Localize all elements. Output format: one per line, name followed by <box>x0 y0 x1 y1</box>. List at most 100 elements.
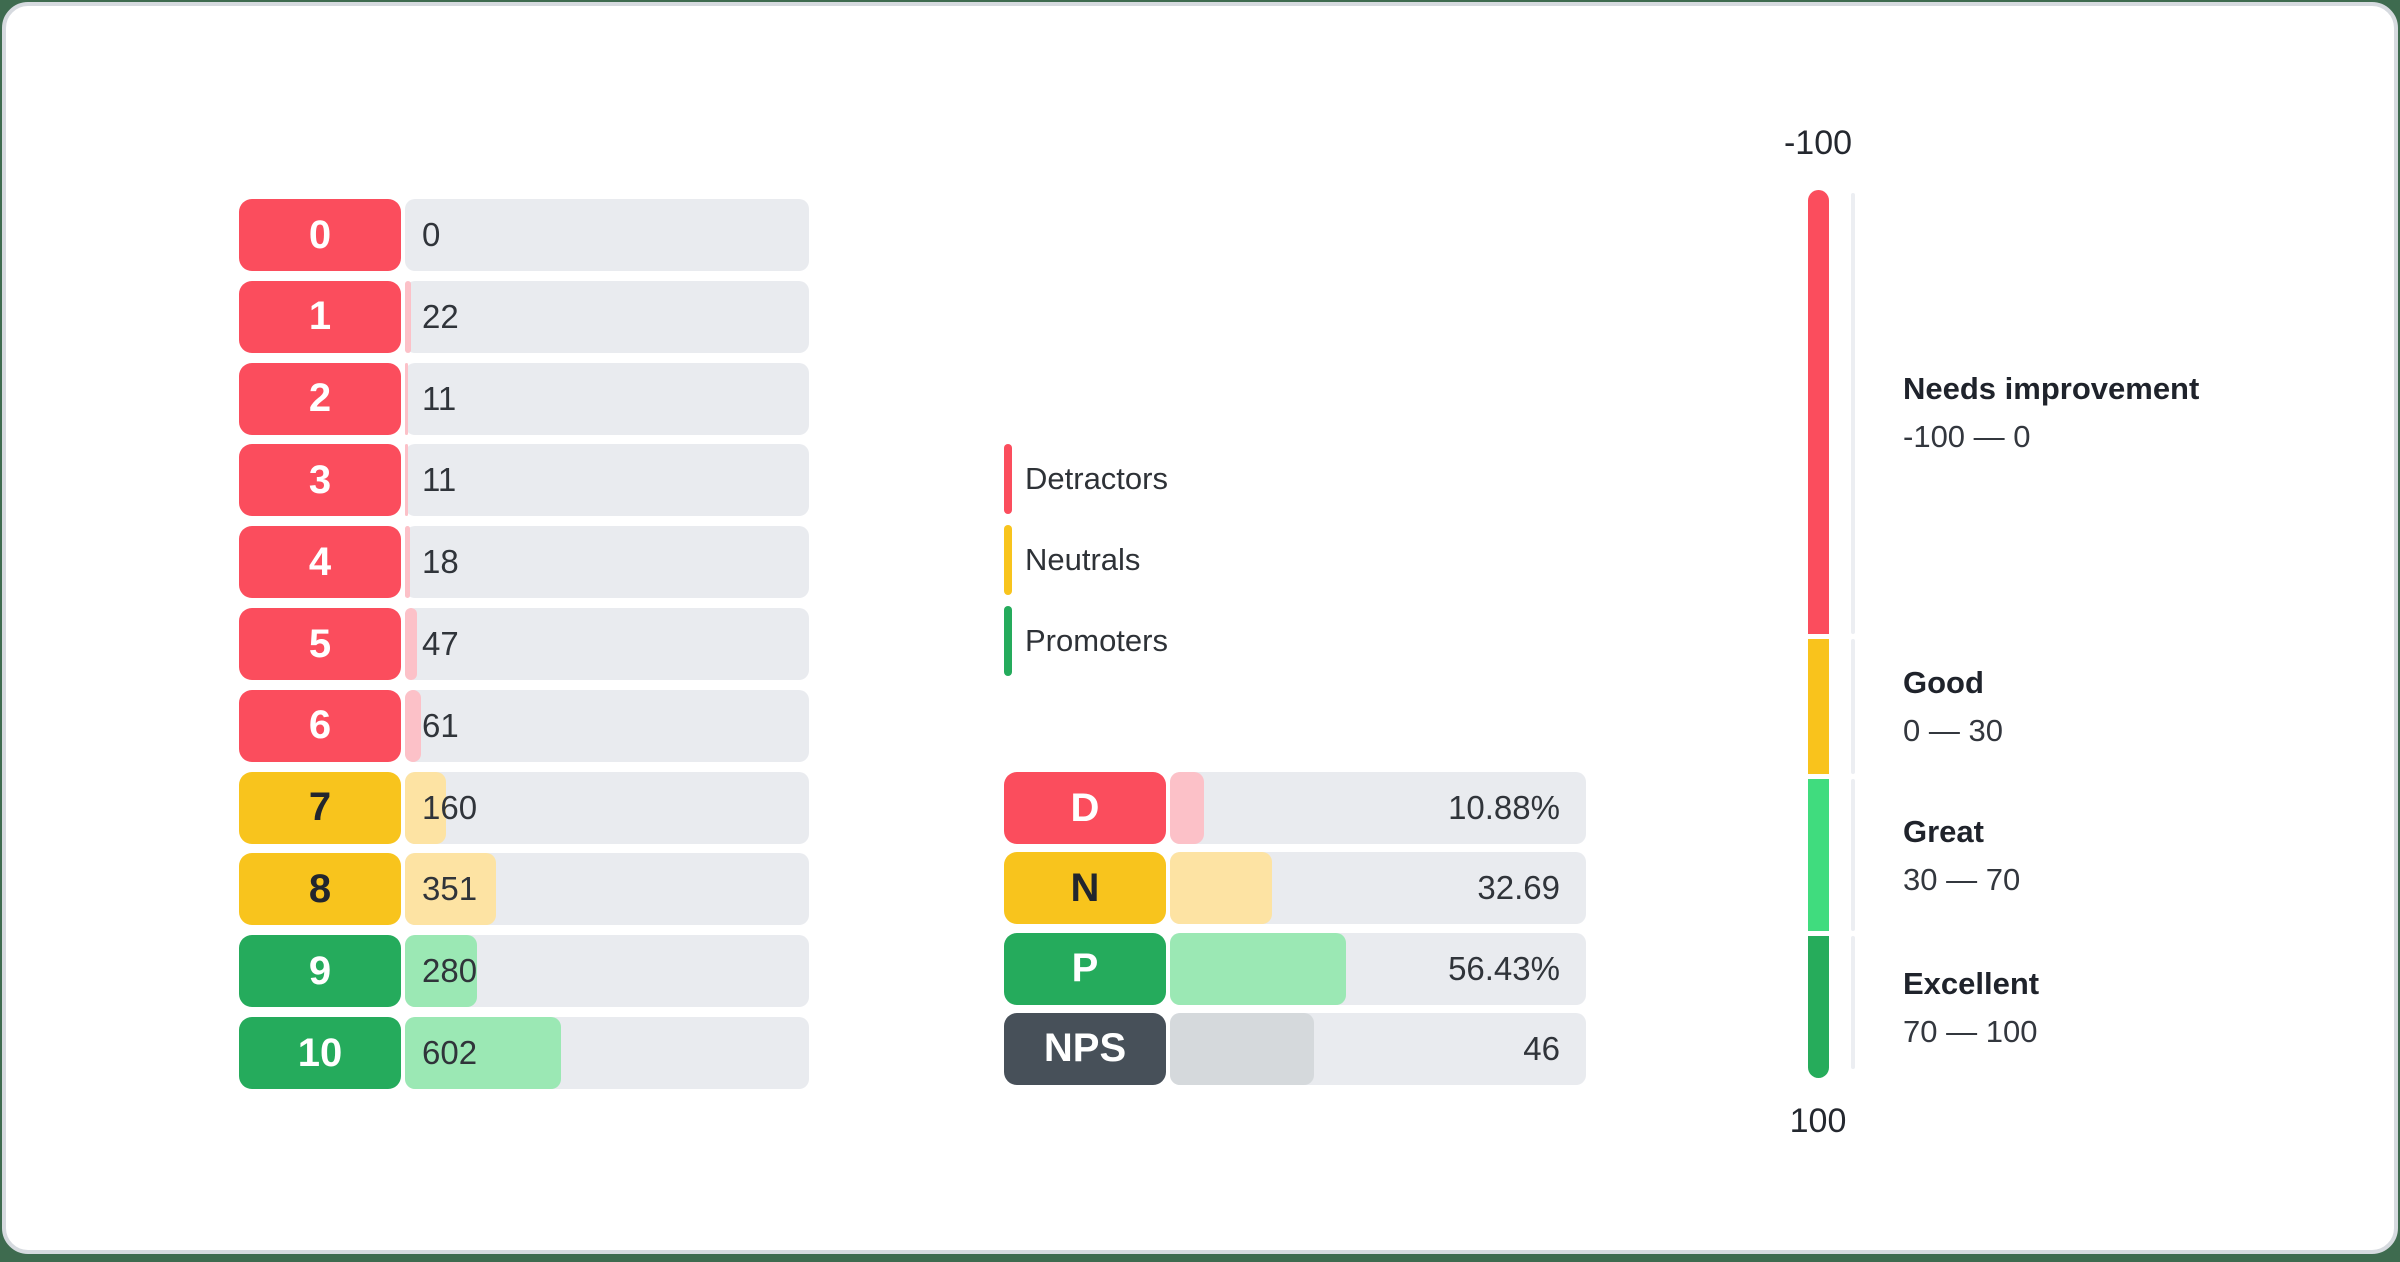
score-count: 47 <box>422 625 459 662</box>
score-count: 602 <box>422 1034 478 1071</box>
summary-badge: D <box>1004 772 1166 844</box>
score-badge: 4 <box>239 526 401 599</box>
summary-fill <box>1170 772 1204 844</box>
gauge-segment-great <box>1808 779 1829 931</box>
summary-fill <box>1170 852 1272 925</box>
score-fill <box>405 1017 561 1089</box>
gauge-axis-line <box>1851 639 1855 774</box>
score-badge: 3 <box>239 444 401 517</box>
gauge-zone-good: Good 0 — 30 <box>1903 662 2323 752</box>
summary-value: 46 <box>1523 1029 1560 1067</box>
gauge-segment-good <box>1808 639 1829 774</box>
score-badge: 7 <box>239 771 401 844</box>
legend: Detractors Neutrals Promoters <box>1004 444 1168 687</box>
score-row: 3 11 <box>239 444 809 517</box>
score-track <box>405 444 809 517</box>
score-distribution-chart: 0 0 1 22 2 11 3 11 4 18 5 47 6 61 7 160 8 351 9 280 10 602 <box>239 199 809 1099</box>
zone-title: Great <box>1903 814 1984 849</box>
score-badge: 9 <box>239 935 401 1008</box>
legend-label: Detractors <box>1025 461 1168 496</box>
score-fill <box>405 526 410 599</box>
score-row: 5 47 <box>239 608 809 680</box>
score-track <box>405 853 809 926</box>
score-fill <box>405 362 408 435</box>
gauge-segment-excellent <box>1808 936 1829 1078</box>
zone-range: 0 — 30 <box>1903 713 2003 748</box>
score-row: 6 61 <box>239 689 809 762</box>
score-badge: 6 <box>239 689 401 762</box>
legend-label: Neutrals <box>1025 542 1141 577</box>
score-row: 8 351 <box>239 853 809 926</box>
summary-row: NPS 46 <box>1004 1012 1586 1085</box>
zone-title: Excellent <box>1903 966 2040 1001</box>
score-track <box>405 1017 809 1089</box>
score-row: 4 18 <box>239 526 809 599</box>
gauge-zone-excellent: Excellent 70 — 100 <box>1903 963 2323 1053</box>
score-badge: 5 <box>239 608 401 680</box>
score-count: 22 <box>422 297 459 335</box>
summary-value: 56.43% <box>1448 949 1560 987</box>
score-track <box>405 199 809 271</box>
score-fill <box>405 444 408 517</box>
gauge-axis-line <box>1851 779 1855 931</box>
score-track <box>405 689 809 762</box>
score-fill <box>405 608 418 680</box>
score-fill <box>405 771 447 844</box>
score-count: 11 <box>422 461 457 499</box>
summary-value: 10.88% <box>1448 789 1560 826</box>
score-row: 1 22 <box>239 280 809 353</box>
zone-title: Good <box>1903 665 1984 700</box>
gauge-zone-needs-improvement: Needs improvement -100 — 0 <box>1903 368 2323 458</box>
summary-value: 32.69 <box>1477 869 1560 907</box>
summary-fill <box>1170 932 1347 1005</box>
summary-track <box>1170 1012 1586 1085</box>
score-count: 61 <box>422 706 459 744</box>
score-badge: 0 <box>239 199 401 271</box>
detractors-swatch-icon <box>1004 444 1012 514</box>
score-count: 18 <box>422 543 459 581</box>
summary-track <box>1170 772 1586 844</box>
score-row: 9 280 <box>239 935 809 1008</box>
score-fill <box>405 935 478 1008</box>
score-badge: 10 <box>239 1017 401 1089</box>
gauge-max-label: -100 <box>1783 124 1853 162</box>
score-fill <box>405 280 411 353</box>
score-count: 351 <box>422 870 478 908</box>
nps-summary-chart: D 10.88% N 32.69 P 56.43% NPS 46 <box>1004 772 1586 1092</box>
score-track <box>405 526 809 599</box>
score-track <box>405 362 809 435</box>
score-track <box>405 608 809 680</box>
zone-title: Needs improvement <box>1903 371 2200 406</box>
legend-item-neutrals: Neutrals <box>1004 525 1168 595</box>
summary-row: P 56.43% <box>1004 932 1586 1005</box>
score-count: 160 <box>422 788 478 826</box>
score-count: 11 <box>422 379 457 417</box>
score-track <box>405 771 809 844</box>
gauge-min-label: 100 <box>1789 1102 1847 1140</box>
score-badge: 1 <box>239 280 401 353</box>
legend-item-detractors: Detractors <box>1004 444 1168 514</box>
summary-badge: N <box>1004 852 1166 925</box>
zone-range: 70 — 100 <box>1903 1014 2038 1049</box>
summary-track <box>1170 932 1586 1005</box>
score-row: 10 602 <box>239 1017 809 1089</box>
zone-range: -100 — 0 <box>1903 419 2031 454</box>
score-track <box>405 280 809 353</box>
summary-badge: P <box>1004 932 1166 1005</box>
score-count: 280 <box>422 952 478 990</box>
summary-row: D 10.88% <box>1004 772 1586 844</box>
legend-item-promoters: Promoters <box>1004 606 1168 676</box>
gauge-zone-great: Great 30 — 70 <box>1903 811 2323 901</box>
summary-row: N 32.69 <box>1004 852 1586 925</box>
score-row: 2 11 <box>239 362 809 435</box>
promoters-swatch-icon <box>1004 606 1012 676</box>
zone-range: 30 — 70 <box>1903 862 2021 897</box>
gauge-axis-line <box>1851 936 1855 1069</box>
gauge-segment-needs-improvement <box>1808 190 1829 634</box>
score-fill <box>405 689 421 762</box>
score-track <box>405 935 809 1008</box>
score-count: 0 <box>422 216 441 253</box>
neutrals-swatch-icon <box>1004 525 1012 595</box>
score-badge: 8 <box>239 853 401 926</box>
